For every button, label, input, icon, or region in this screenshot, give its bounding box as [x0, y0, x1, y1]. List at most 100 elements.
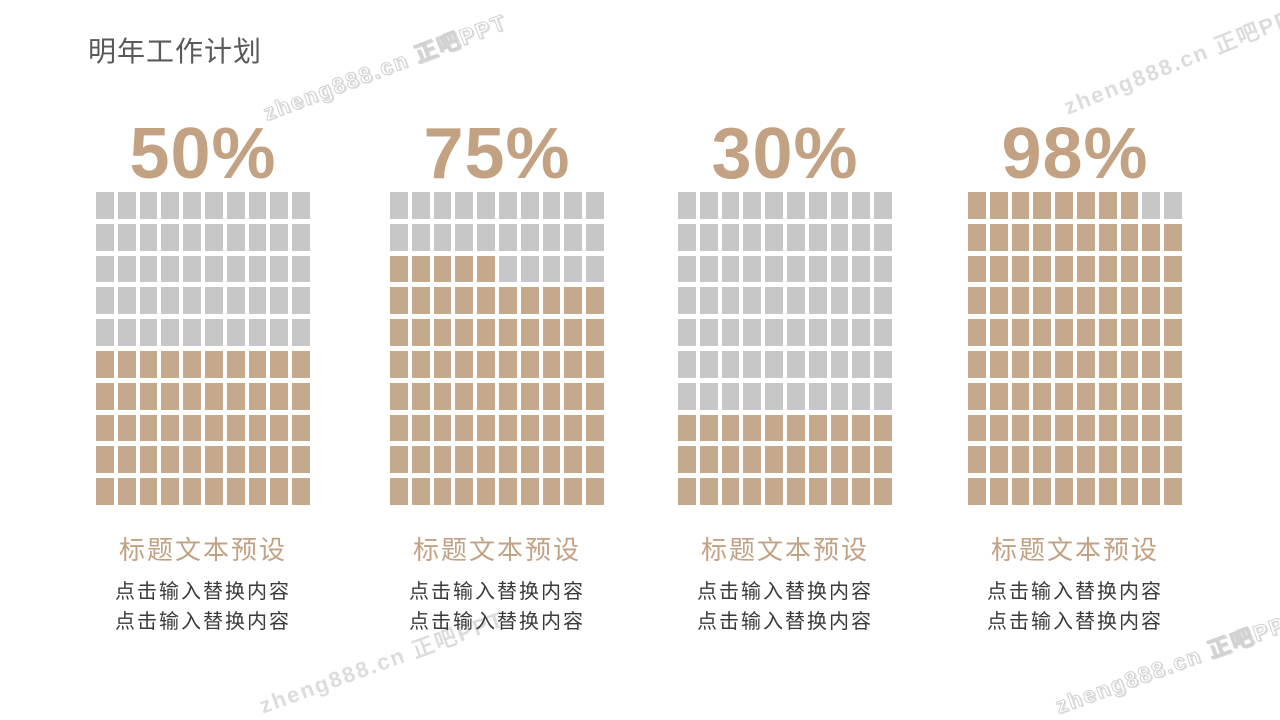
- waffle-cell: [786, 287, 805, 315]
- waffle-cell: [874, 350, 892, 378]
- waffle-cell: [161, 192, 180, 219]
- waffle-cell: [248, 192, 267, 219]
- waffle-cell: [498, 319, 517, 346]
- waffle-cell: [390, 350, 408, 378]
- watermark: zheng888.cn 正吧PPT: [1060, 0, 1280, 120]
- waffle-cell: [808, 287, 827, 315]
- waffle-cell: [786, 446, 805, 474]
- chart-caption-body: 点击输入替换内容 点击输入替换内容: [968, 577, 1182, 637]
- waffle-cell: [498, 382, 517, 410]
- waffle-cell: [968, 223, 986, 251]
- waffle-cell: [270, 287, 289, 315]
- waffle-cell: [989, 382, 1008, 410]
- waffle-cell: [1076, 382, 1095, 410]
- waffle-cell: [968, 350, 986, 378]
- waffle-cell: [830, 223, 849, 251]
- waffle-cell: [455, 350, 474, 378]
- waffle-grid: [96, 192, 310, 505]
- waffle-cell: [1055, 478, 1073, 505]
- waffle-cell: [1098, 414, 1117, 442]
- waffle-cell: [117, 287, 136, 315]
- waffle-cell: [765, 319, 783, 346]
- waffle-cell: [292, 350, 310, 378]
- waffle-cell: [808, 319, 827, 346]
- waffle-cell: [455, 446, 474, 474]
- waffle-cell: [161, 287, 180, 315]
- waffle-cell: [96, 350, 114, 378]
- waffle-cell: [1011, 382, 1030, 410]
- waffle-cell: [1142, 382, 1161, 410]
- percent-label: 50%: [129, 114, 277, 194]
- waffle-cell: [830, 382, 849, 410]
- waffle-cell: [477, 446, 495, 474]
- waffle-cell: [564, 446, 583, 474]
- waffle-cell: [564, 192, 583, 219]
- waffle-cell: [743, 350, 762, 378]
- waffle-cell: [721, 287, 740, 315]
- caption-line: 点击输入替换内容: [409, 611, 585, 633]
- waffle-cell: [874, 287, 892, 315]
- waffle-cell: [765, 446, 783, 474]
- waffle-cell: [292, 287, 310, 315]
- waffle-cell: [989, 350, 1008, 378]
- waffle-cell: [968, 255, 986, 283]
- waffle-cell: [226, 223, 245, 251]
- waffle-cell: [1120, 192, 1139, 219]
- waffle-cell: [96, 255, 114, 283]
- waffle-cell: [477, 319, 495, 346]
- waffle-cell: [852, 192, 871, 219]
- waffle-cell: [852, 287, 871, 315]
- waffle-cell: [564, 255, 583, 283]
- waffle-cell: [455, 414, 474, 442]
- waffle-cell: [989, 319, 1008, 346]
- waffle-cell: [433, 446, 452, 474]
- waffle-cell: [721, 192, 740, 219]
- waffle-cell: [204, 319, 223, 346]
- waffle-chart-4: 98% 标题文本预设 点击输入替换内容 点击输入替换内容: [968, 118, 1182, 637]
- waffle-cell: [498, 287, 517, 315]
- waffle-cell: [204, 478, 223, 505]
- waffle-cell: [226, 478, 245, 505]
- chart-caption-title: 标题文本预设: [412, 536, 581, 565]
- chart-caption-body: 点击输入替换内容 点击输入替换内容: [390, 577, 604, 637]
- waffle-cell: [1011, 350, 1030, 378]
- waffle-cell: [542, 192, 561, 219]
- waffle-cell: [1011, 446, 1030, 474]
- waffle-cell: [852, 414, 871, 442]
- waffle-cell: [455, 382, 474, 410]
- waffle-cell: [699, 255, 718, 283]
- waffle-cell: [1076, 414, 1095, 442]
- waffle-cell: [678, 478, 696, 505]
- waffle-cell: [1033, 192, 1052, 219]
- waffle-cell: [96, 287, 114, 315]
- waffle-cell: [411, 192, 430, 219]
- waffle-cell: [721, 446, 740, 474]
- waffle-cell: [455, 223, 474, 251]
- waffle-cell: [1098, 192, 1117, 219]
- waffle-cell: [1142, 287, 1161, 315]
- waffle-cell: [520, 446, 539, 474]
- chart-caption-title: 标题文本预设: [700, 536, 869, 565]
- waffle-cell: [1142, 192, 1161, 219]
- waffle-cell: [117, 446, 136, 474]
- waffle-cell: [411, 414, 430, 442]
- waffle-cell: [765, 478, 783, 505]
- waffle-cell: [117, 255, 136, 283]
- waffle-cell: [226, 192, 245, 219]
- waffle-cell: [1120, 350, 1139, 378]
- waffle-cell: [455, 478, 474, 505]
- waffle-cell: [542, 255, 561, 283]
- waffle-cell: [520, 350, 539, 378]
- waffle-cell: [1055, 446, 1073, 474]
- waffle-cell: [520, 223, 539, 251]
- waffle-cell: [433, 287, 452, 315]
- waffle-cell: [1076, 350, 1095, 378]
- waffle-cell: [765, 350, 783, 378]
- waffle-cell: [477, 478, 495, 505]
- waffle-cell: [204, 223, 223, 251]
- waffle-cell: [433, 223, 452, 251]
- waffle-cell: [498, 478, 517, 505]
- waffle-cell: [183, 382, 201, 410]
- waffle-cell: [874, 446, 892, 474]
- waffle-cell: [1011, 255, 1030, 283]
